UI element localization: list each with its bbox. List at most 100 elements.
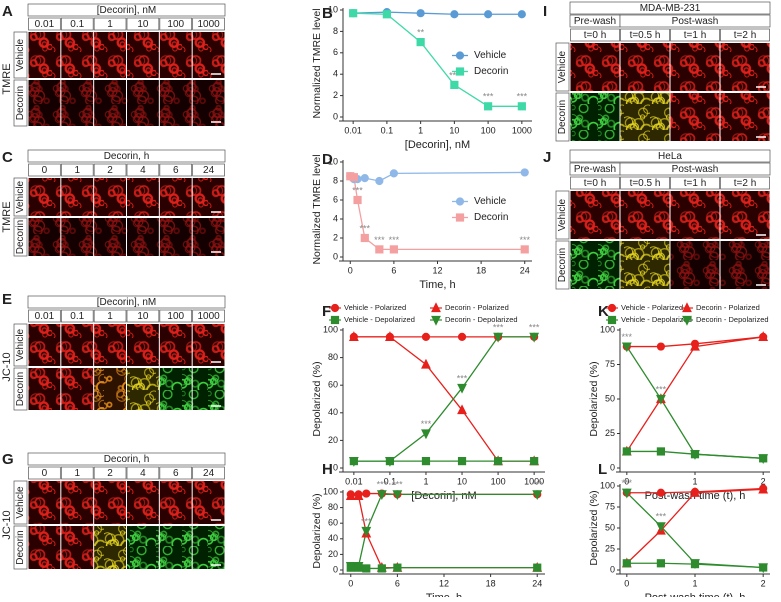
marker [656,447,666,456]
y-tick-label: 4 [333,69,338,79]
micrograph [94,218,126,256]
column-label-box [720,176,770,190]
micrograph [670,93,720,141]
column-label: 0.01 [35,311,55,322]
column-label-box [126,466,160,480]
y-tick-label: 40 [328,407,338,417]
y-tick-label: 0 [333,251,338,261]
column-label: 0 [42,468,48,479]
marker [360,174,369,183]
stain-label: JC-10 [1,510,13,539]
column-label: 100 [167,311,184,322]
column-label: 24 [203,165,215,176]
x-tick-label: 0 [348,265,353,275]
x-tick-label: 10 [449,125,459,135]
column-label: 1 [107,311,113,322]
row-label-box [13,31,28,79]
legend-label: Vehicle [474,196,507,207]
column-label-box [28,17,61,31]
series-line [626,336,764,348]
x-tick-label: 0.01 [345,476,363,486]
micrograph [159,368,192,410]
row-label-box [13,323,28,367]
micrograph [28,218,61,256]
micrograph [94,324,126,366]
y-axis-label: Depolarized (%) [588,490,600,565]
marker [493,332,503,343]
stain-label: JC-10 [1,352,13,381]
marker [622,447,631,456]
stain-label: TMRE [1,201,13,232]
group-label: Post-wash [672,164,719,175]
column-label-box [192,17,225,31]
column-label-box [126,17,160,31]
marker [455,197,465,206]
y-axis-label: Depolarized (%) [311,361,323,436]
marker [484,10,493,19]
marker [361,526,372,537]
series-line [626,488,764,564]
marker [389,169,398,178]
marker [533,563,542,572]
marker [622,559,631,568]
column-label: 6 [173,468,179,479]
column-label-box [126,163,160,177]
significance: ** [417,27,425,37]
series-line [353,336,535,462]
y-tick-label: 60 [328,518,338,528]
significance: *** [483,92,494,102]
marker [421,332,431,341]
marker [431,315,441,326]
row-label: Decorin [557,248,568,282]
marker [345,562,356,572]
panel-label: H [322,461,333,478]
column-label-box [670,28,720,42]
micrograph [127,80,159,126]
micrograph [127,218,159,256]
marker [450,80,459,90]
marker [607,315,617,325]
marker [690,450,700,460]
x-axis-label: Time, h [419,279,455,291]
micrograph [61,324,94,366]
micrograph [570,93,620,141]
legend-label: Vehicle - Depolarized [621,315,692,324]
x-tick-label: 18 [476,265,486,275]
column-label-box [620,176,670,190]
marker [656,559,666,568]
micrograph [28,32,61,78]
group-label-box [619,14,771,28]
legend-label: Decorin - Polarized [445,303,509,312]
y-tick-label: 4 [333,213,338,223]
panel-header-box [27,295,226,309]
micrograph [192,324,225,366]
marker [362,564,371,573]
row-label: Vehicle [15,328,26,361]
x-axis-label: Time, h [426,592,462,597]
marker [353,490,364,500]
row-label-box [13,79,28,127]
micrograph [159,481,192,524]
row-label-box [13,367,28,411]
marker [520,245,529,254]
y-tick-label: 100 [600,480,615,490]
marker [385,457,395,467]
x-tick-label: 6 [391,265,396,275]
marker [484,102,493,111]
significance: *** [377,480,388,490]
column-label-box [192,466,225,480]
micrograph [620,43,670,91]
micrograph [720,191,770,239]
micrograph [159,32,192,78]
micrograph [28,368,61,410]
marker [457,457,467,466]
significance: *** [532,480,543,490]
legend-label: Vehicle - Depolarized [344,315,415,324]
x-axis-label: [Decorin], nM [411,490,476,502]
marker [377,564,386,573]
micrograph [670,43,720,91]
x-tick-label: 100 [481,125,496,135]
column-label: t=1 h [684,30,707,41]
y-tick-label: 60 [328,380,338,390]
micrograph [94,80,126,126]
